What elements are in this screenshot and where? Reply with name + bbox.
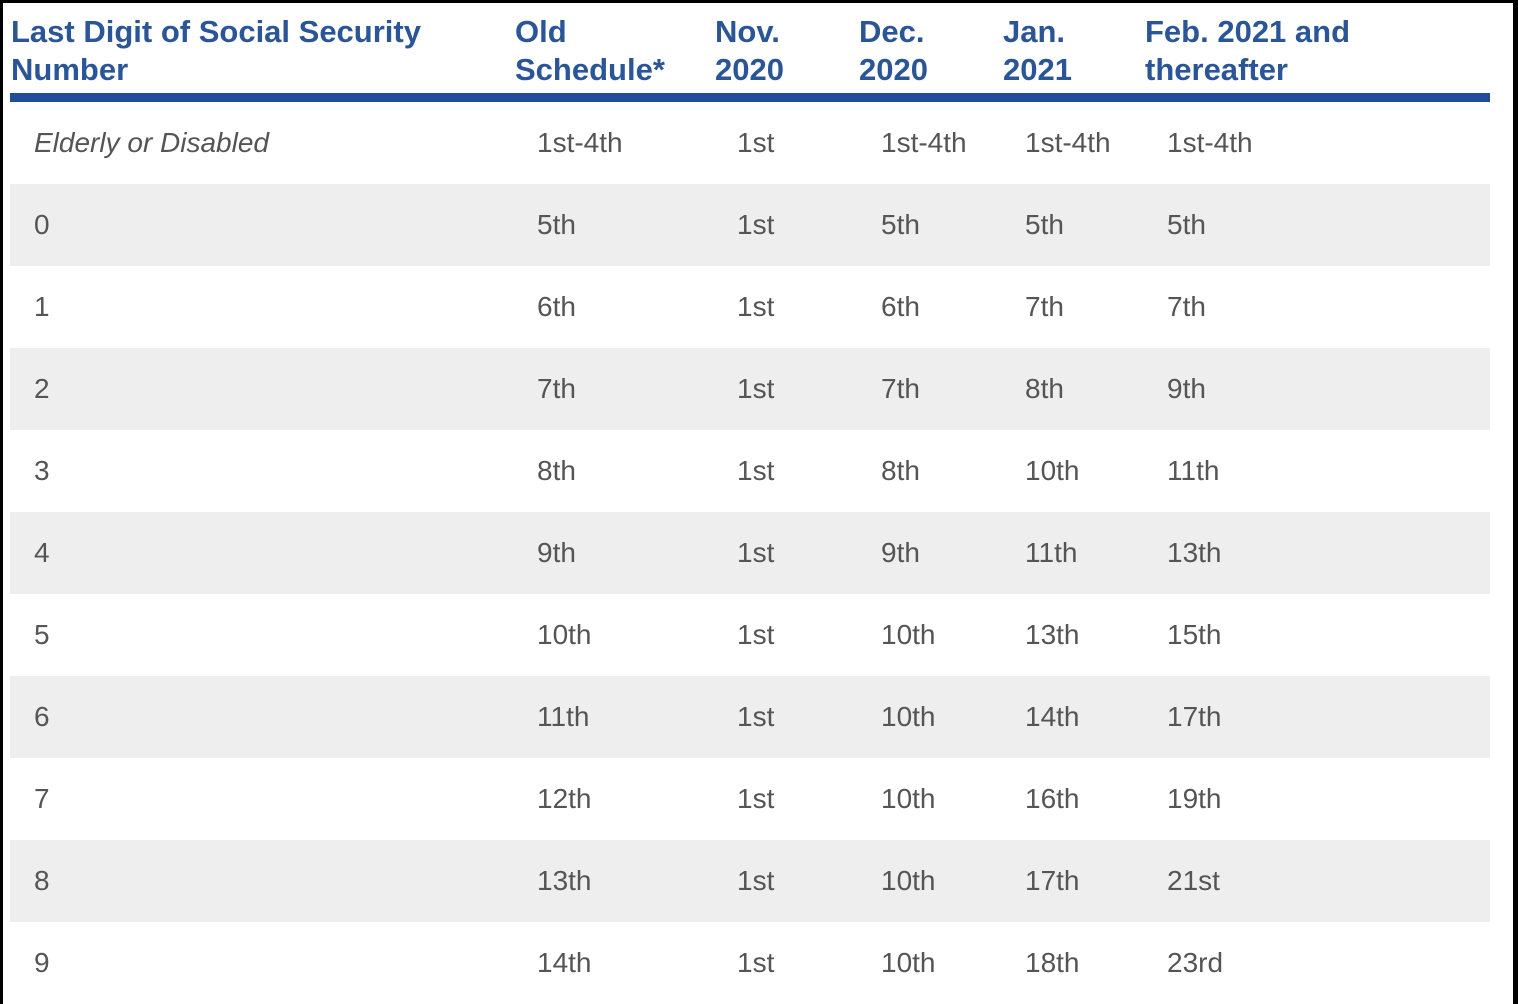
table-row: 2 7th 1st 7th 8th 9th xyxy=(10,348,1490,430)
jan-2021-cell: 16th xyxy=(1025,783,1080,814)
ssn-digit-cell: Elderly or Disabled xyxy=(34,127,269,158)
table-row: 7 12th 1st 10th 16th 19th xyxy=(10,758,1490,840)
old-schedule-cell: 11th xyxy=(537,701,590,732)
nov-2020-cell: 1st xyxy=(737,455,775,486)
feb-2021-cell: 23rd xyxy=(1167,947,1224,978)
nov-2020-cell: 1st xyxy=(737,619,775,650)
table-row: 6 11th 1st 10th 14th 17th xyxy=(10,676,1490,758)
table-body: Elderly or Disabled 1st-4th 1st 1st-4th 1st-… xyxy=(10,102,1490,1004)
dec-2020-cell: 10th xyxy=(881,783,936,814)
feb-2021-cell: 15th xyxy=(1167,619,1222,650)
dec-2020-cell: 1st-4th xyxy=(881,127,967,158)
old-schedule-cell: 5th xyxy=(537,209,576,240)
nov-2020-cell: 1st xyxy=(737,701,775,732)
old-schedule-cell: 12th xyxy=(537,783,592,814)
ssn-digit-cell: 3 xyxy=(34,455,50,486)
table-row: 8 13th 1st 10th 17th 21st xyxy=(10,840,1490,922)
nov-2020-cell: 1st xyxy=(737,947,775,978)
ssn-digit-cell: 2 xyxy=(34,373,50,404)
old-schedule-cell: 9th xyxy=(537,537,576,568)
feb-2021-cell: 21st xyxy=(1167,865,1220,896)
feb-2021-cell: 19th xyxy=(1167,783,1222,814)
feb-2021-cell: 5th xyxy=(1167,209,1206,240)
dec-2020-cell: 5th xyxy=(881,209,920,240)
nov-2020-cell: 1st xyxy=(737,209,775,240)
ssn-digit-cell: 0 xyxy=(34,209,50,240)
jan-2021-cell: 7th xyxy=(1025,291,1064,322)
nov-2020-cell: 1st xyxy=(737,537,775,568)
jan-2021-cell: 5th xyxy=(1025,209,1064,240)
feb-2021-cell: 9th xyxy=(1167,373,1206,404)
feb-2021-cell: 7th xyxy=(1167,291,1206,322)
table-row: 0 5th 1st 5th 5th 5th xyxy=(10,184,1490,266)
ssn-digit-cell: 8 xyxy=(34,865,50,896)
header-divider xyxy=(10,93,1490,102)
old-schedule-cell: 10th xyxy=(537,619,592,650)
dec-2020-cell: 10th xyxy=(881,947,936,978)
jan-2021-cell: 10th xyxy=(1025,455,1080,486)
jan-2021-cell: 13th xyxy=(1025,619,1080,650)
dec-2020-cell: 10th xyxy=(881,619,936,650)
table-row: 9 14th 1st 10th 18th 23rd xyxy=(10,922,1490,1004)
table-row: 1 6th 1st 6th 7th 7th xyxy=(10,266,1490,348)
table-row: Elderly or Disabled 1st-4th 1st 1st-4th 1st-… xyxy=(10,102,1490,184)
feb-2021-cell: 13th xyxy=(1167,537,1222,568)
old-schedule-cell: 7th xyxy=(537,373,576,404)
header-ssn-digit: Last Digit of Social Security Number xyxy=(11,14,421,87)
header-feb-2021-thereafter: Feb. 2021 and thereafter xyxy=(1145,14,1351,87)
ssn-digit-cell: 9 xyxy=(34,947,50,978)
table-row: 3 8th 1st 8th 10th 11th xyxy=(10,430,1490,512)
dec-2020-cell: 8th xyxy=(881,455,920,486)
ssn-digit-cell: 7 xyxy=(34,783,50,814)
dec-2020-cell: 9th xyxy=(881,537,920,568)
old-schedule-cell: 13th xyxy=(537,865,592,896)
jan-2021-cell: 11th xyxy=(1025,537,1078,568)
jan-2021-cell: 8th xyxy=(1025,373,1064,404)
feb-2021-cell: 1st-4th xyxy=(1167,127,1253,158)
dec-2020-cell: 10th xyxy=(881,701,936,732)
ssn-digit-cell: 5 xyxy=(34,619,50,650)
old-schedule-cell: 6th xyxy=(537,291,576,322)
dec-2020-cell: 6th xyxy=(881,291,920,322)
old-schedule-cell: 14th xyxy=(537,947,592,978)
old-schedule-cell: 8th xyxy=(537,455,576,486)
nov-2020-cell: 1st xyxy=(737,865,775,896)
table-header: Last Digit of Social Security Number Old… xyxy=(3,3,1513,93)
header-old-schedule: Old Schedule* xyxy=(515,14,665,87)
old-schedule-cell: 1st-4th xyxy=(537,127,623,158)
nov-2020-cell: 1st xyxy=(737,373,775,404)
jan-2021-cell: 1st-4th xyxy=(1025,127,1111,158)
jan-2021-cell: 14th xyxy=(1025,701,1080,732)
dec-2020-cell: 10th xyxy=(881,865,936,896)
dec-2020-cell: 7th xyxy=(881,373,920,404)
ssn-digit-cell: 6 xyxy=(34,701,50,732)
table-row: 4 9th 1st 9th 11th 13th xyxy=(10,512,1490,594)
header-jan-2021: Jan. 2021 xyxy=(1003,14,1072,87)
schedule-table-page: Last Digit of Social Security Number Old… xyxy=(3,3,1513,1004)
jan-2021-cell: 17th xyxy=(1025,865,1080,896)
ssn-digit-cell: 4 xyxy=(34,537,50,568)
nov-2020-cell: 1st xyxy=(737,127,775,158)
nov-2020-cell: 1st xyxy=(737,783,775,814)
nov-2020-cell: 1st xyxy=(737,291,775,322)
ssn-digit-cell: 1 xyxy=(34,291,50,322)
jan-2021-cell: 18th xyxy=(1025,947,1080,978)
header-nov-2020: Nov. 2020 xyxy=(715,14,784,87)
feb-2021-cell: 17th xyxy=(1167,701,1222,732)
header-dec-2020: Dec. 2020 xyxy=(859,14,928,87)
feb-2021-cell: 11th xyxy=(1167,455,1220,486)
table-row: 5 10th 1st 10th 13th 15th xyxy=(10,594,1490,676)
